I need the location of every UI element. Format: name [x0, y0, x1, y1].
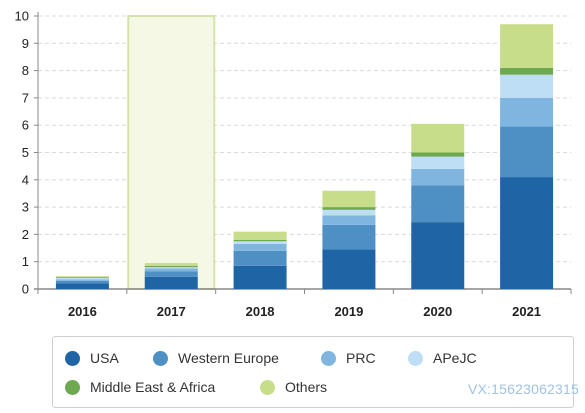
- watermark-text: VX:15623062315: [467, 381, 579, 397]
- legend: USA Western Europe PRC APeJC Middle East…: [52, 336, 574, 408]
- legend-label-western-europe: Western Europe: [178, 350, 279, 366]
- legend-marker-western-europe: [153, 350, 168, 366]
- bar-segment[interactable]: [500, 177, 554, 289]
- bar-segment[interactable]: [500, 74, 554, 98]
- bar-segment[interactable]: [55, 276, 109, 278]
- bar-segment[interactable]: [233, 265, 287, 289]
- y-tick-label: 9: [22, 36, 29, 51]
- x-tick-label: 2019: [334, 304, 363, 319]
- bar-segment[interactable]: [322, 207, 376, 210]
- legend-item-prc[interactable]: PRC: [321, 348, 376, 368]
- bar-segment[interactable]: [144, 271, 198, 277]
- bar-segment[interactable]: [233, 241, 287, 244]
- y-tick-label: 6: [22, 118, 29, 133]
- bar-segment[interactable]: [233, 231, 287, 240]
- bar-segment[interactable]: [233, 250, 287, 266]
- bar-segment[interactable]: [144, 263, 198, 266]
- legend-label-prc: PRC: [346, 350, 376, 366]
- bar-segment[interactable]: [322, 215, 376, 225]
- bar-segment[interactable]: [55, 278, 109, 280]
- y-tick-label: 2: [22, 227, 29, 242]
- bar-segment[interactable]: [500, 97, 554, 127]
- bar-segment[interactable]: [144, 276, 198, 289]
- bar-segment[interactable]: [233, 239, 287, 242]
- gridlines: [38, 15, 571, 263]
- legend-item-others[interactable]: Others: [260, 377, 327, 397]
- legend-label-middle-east-africa: Middle East & Africa: [90, 379, 216, 395]
- bar-segment[interactable]: [411, 123, 465, 153]
- bar-segment[interactable]: [55, 280, 109, 284]
- x-tick-label: 2021: [512, 304, 541, 319]
- legend-item-middle-east-africa[interactable]: Middle East & Africa: [65, 377, 215, 397]
- bar-segment[interactable]: [500, 24, 554, 68]
- bars: [55, 24, 554, 289]
- y-tick-label: 5: [22, 145, 29, 160]
- legend-marker-others: [260, 379, 275, 395]
- bar-segment[interactable]: [322, 209, 376, 216]
- legend-label-others: Others: [285, 379, 328, 395]
- legend-label-usa: USA: [90, 350, 119, 366]
- legend-marker-prc: [321, 350, 336, 366]
- bar-segment[interactable]: [144, 268, 198, 272]
- bar-segment[interactable]: [411, 152, 465, 157]
- bar-segment[interactable]: [411, 168, 465, 186]
- bar-segment[interactable]: [55, 279, 109, 281]
- y-tick-label: 10: [15, 9, 29, 24]
- x-tick-label: 2016: [68, 304, 97, 319]
- bar-segment[interactable]: [144, 265, 198, 268]
- legend-label-apejc: APeJC: [433, 350, 477, 366]
- bar-segment[interactable]: [55, 283, 109, 289]
- axes: [34, 12, 572, 294]
- bar-segment[interactable]: [411, 222, 465, 289]
- bar-segment[interactable]: [500, 67, 554, 75]
- bar-segment[interactable]: [55, 277, 109, 279]
- category-highlight: [127, 15, 216, 290]
- x-tick-label: 2018: [246, 304, 275, 319]
- legend-marker-apejc: [408, 350, 423, 366]
- x-tick-label: 2020: [423, 304, 452, 319]
- legend-item-usa[interactable]: USA: [65, 348, 119, 368]
- y-tick-label: 0: [22, 282, 29, 297]
- stacked-bar-chart: 0 1 2 3 4 5 6 7 8 9 10 2016 2017 2018 2019 2020 2021: [15, 9, 572, 320]
- bar-segment[interactable]: [500, 126, 554, 178]
- highlight-band: [127, 15, 216, 290]
- y-tick-label: 7: [22, 90, 29, 105]
- legend-item-apejc[interactable]: APeJC: [408, 348, 477, 368]
- bar-segment[interactable]: [144, 267, 198, 269]
- bar-segment[interactable]: [411, 185, 465, 223]
- tick-labels: 0 1 2 3 4 5 6 7 8 9 10 2016 2017 2018 2019 2020 2021: [15, 9, 542, 320]
- legend-item-western-europe[interactable]: Western Europe: [153, 348, 279, 368]
- x-tick-label: 2017: [157, 304, 186, 319]
- bar-segment[interactable]: [233, 243, 287, 251]
- legend-marker-usa: [65, 350, 80, 366]
- y-tick-label: 8: [22, 63, 29, 78]
- y-tick-label: 1: [22, 254, 29, 269]
- legend-marker-middle-east-africa: [65, 379, 80, 395]
- bar-segment[interactable]: [322, 249, 376, 289]
- bar-segment[interactable]: [322, 224, 376, 250]
- y-tick-label: 3: [22, 200, 29, 215]
- bar-segment[interactable]: [322, 190, 376, 208]
- bar-segment[interactable]: [411, 156, 465, 169]
- y-tick-label: 4: [22, 172, 29, 187]
